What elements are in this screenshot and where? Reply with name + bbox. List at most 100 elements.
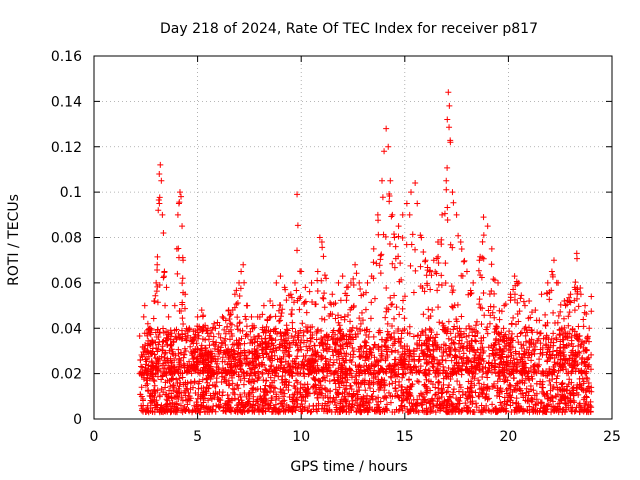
- data-point: [453, 395, 460, 402]
- data-point: [570, 390, 577, 397]
- data-point: [457, 384, 464, 391]
- data-point: [178, 394, 185, 401]
- data-point: [389, 380, 396, 387]
- data-point: [555, 312, 562, 319]
- data-point: [174, 270, 181, 277]
- data-point: [438, 385, 445, 392]
- data-point: [249, 376, 256, 383]
- data-point: [433, 331, 440, 338]
- data-point: [420, 249, 427, 256]
- data-point: [517, 330, 524, 337]
- data-point: [375, 398, 382, 405]
- data-point: [486, 320, 493, 327]
- data-point: [553, 336, 560, 343]
- data-point: [222, 330, 229, 337]
- data-point: [496, 389, 503, 396]
- data-point: [312, 382, 319, 389]
- data-point: [412, 180, 419, 187]
- data-point: [462, 391, 469, 398]
- data-point: [176, 308, 183, 315]
- data-point: [427, 406, 434, 413]
- data-point: [448, 357, 455, 364]
- data-point: [329, 329, 336, 336]
- data-point: [193, 408, 200, 415]
- data-point: [488, 261, 495, 268]
- data-point: [289, 319, 296, 326]
- data-point: [197, 346, 204, 353]
- data-point: [327, 299, 334, 306]
- data-point: [520, 298, 527, 305]
- data-point: [550, 309, 557, 316]
- data-point: [253, 361, 260, 368]
- data-point: [489, 401, 496, 408]
- data-point: [465, 378, 472, 385]
- data-point: [171, 302, 178, 309]
- data-point: [467, 393, 474, 400]
- data-point: [409, 231, 416, 238]
- data-point: [163, 403, 170, 410]
- data-point: [500, 325, 507, 332]
- data-point: [397, 339, 404, 346]
- data-point: [502, 376, 509, 383]
- data-point: [406, 211, 413, 218]
- data-point: [457, 239, 464, 246]
- data-point: [422, 366, 429, 373]
- data-point: [311, 390, 318, 397]
- data-point: [507, 402, 514, 409]
- data-point: [311, 376, 318, 383]
- data-point: [445, 335, 452, 342]
- data-point: [301, 299, 308, 306]
- data-point: [476, 296, 483, 303]
- data-point: [149, 359, 156, 366]
- data-point: [170, 408, 177, 415]
- data-point: [446, 409, 453, 416]
- data-point: [516, 386, 523, 393]
- data-point: [573, 404, 580, 411]
- data-point: [233, 301, 240, 308]
- data-point: [459, 392, 466, 399]
- data-point: [529, 396, 536, 403]
- data-point: [324, 388, 331, 395]
- data-point: [548, 403, 555, 410]
- data-point: [407, 383, 414, 390]
- data-point: [481, 312, 488, 319]
- data-point: [155, 341, 162, 348]
- data-point: [245, 398, 252, 405]
- data-point: [381, 148, 388, 155]
- data-point: [242, 401, 249, 408]
- data-point: [307, 409, 314, 416]
- data-point: [139, 405, 146, 412]
- data-point: [160, 389, 167, 396]
- data-point: [479, 238, 486, 245]
- data-point: [323, 402, 330, 409]
- data-point: [370, 388, 377, 395]
- data-point: [497, 399, 504, 406]
- data-point: [342, 397, 349, 404]
- data-point: [343, 402, 350, 409]
- data-point: [278, 333, 285, 340]
- data-point: [463, 268, 470, 275]
- data-point: [314, 288, 321, 295]
- data-point: [236, 279, 243, 286]
- data-point: [213, 402, 220, 409]
- data-point: [347, 382, 354, 389]
- data-point: [150, 376, 157, 383]
- data-point: [494, 378, 501, 385]
- data-point: [391, 368, 398, 375]
- data-point: [263, 323, 270, 330]
- data-point: [579, 354, 586, 361]
- data-point: [319, 244, 326, 251]
- data-point: [549, 273, 556, 280]
- data-point: [504, 398, 511, 405]
- data-point: [167, 383, 174, 390]
- data-point: [458, 367, 465, 374]
- data-point: [267, 313, 274, 320]
- data-point: [550, 383, 557, 390]
- data-point: [384, 401, 391, 408]
- data-point: [467, 384, 474, 391]
- data-point: [291, 391, 298, 398]
- data-point: [501, 302, 508, 309]
- data-point: [331, 397, 338, 404]
- data-point: [446, 102, 453, 109]
- data-point: [191, 365, 198, 372]
